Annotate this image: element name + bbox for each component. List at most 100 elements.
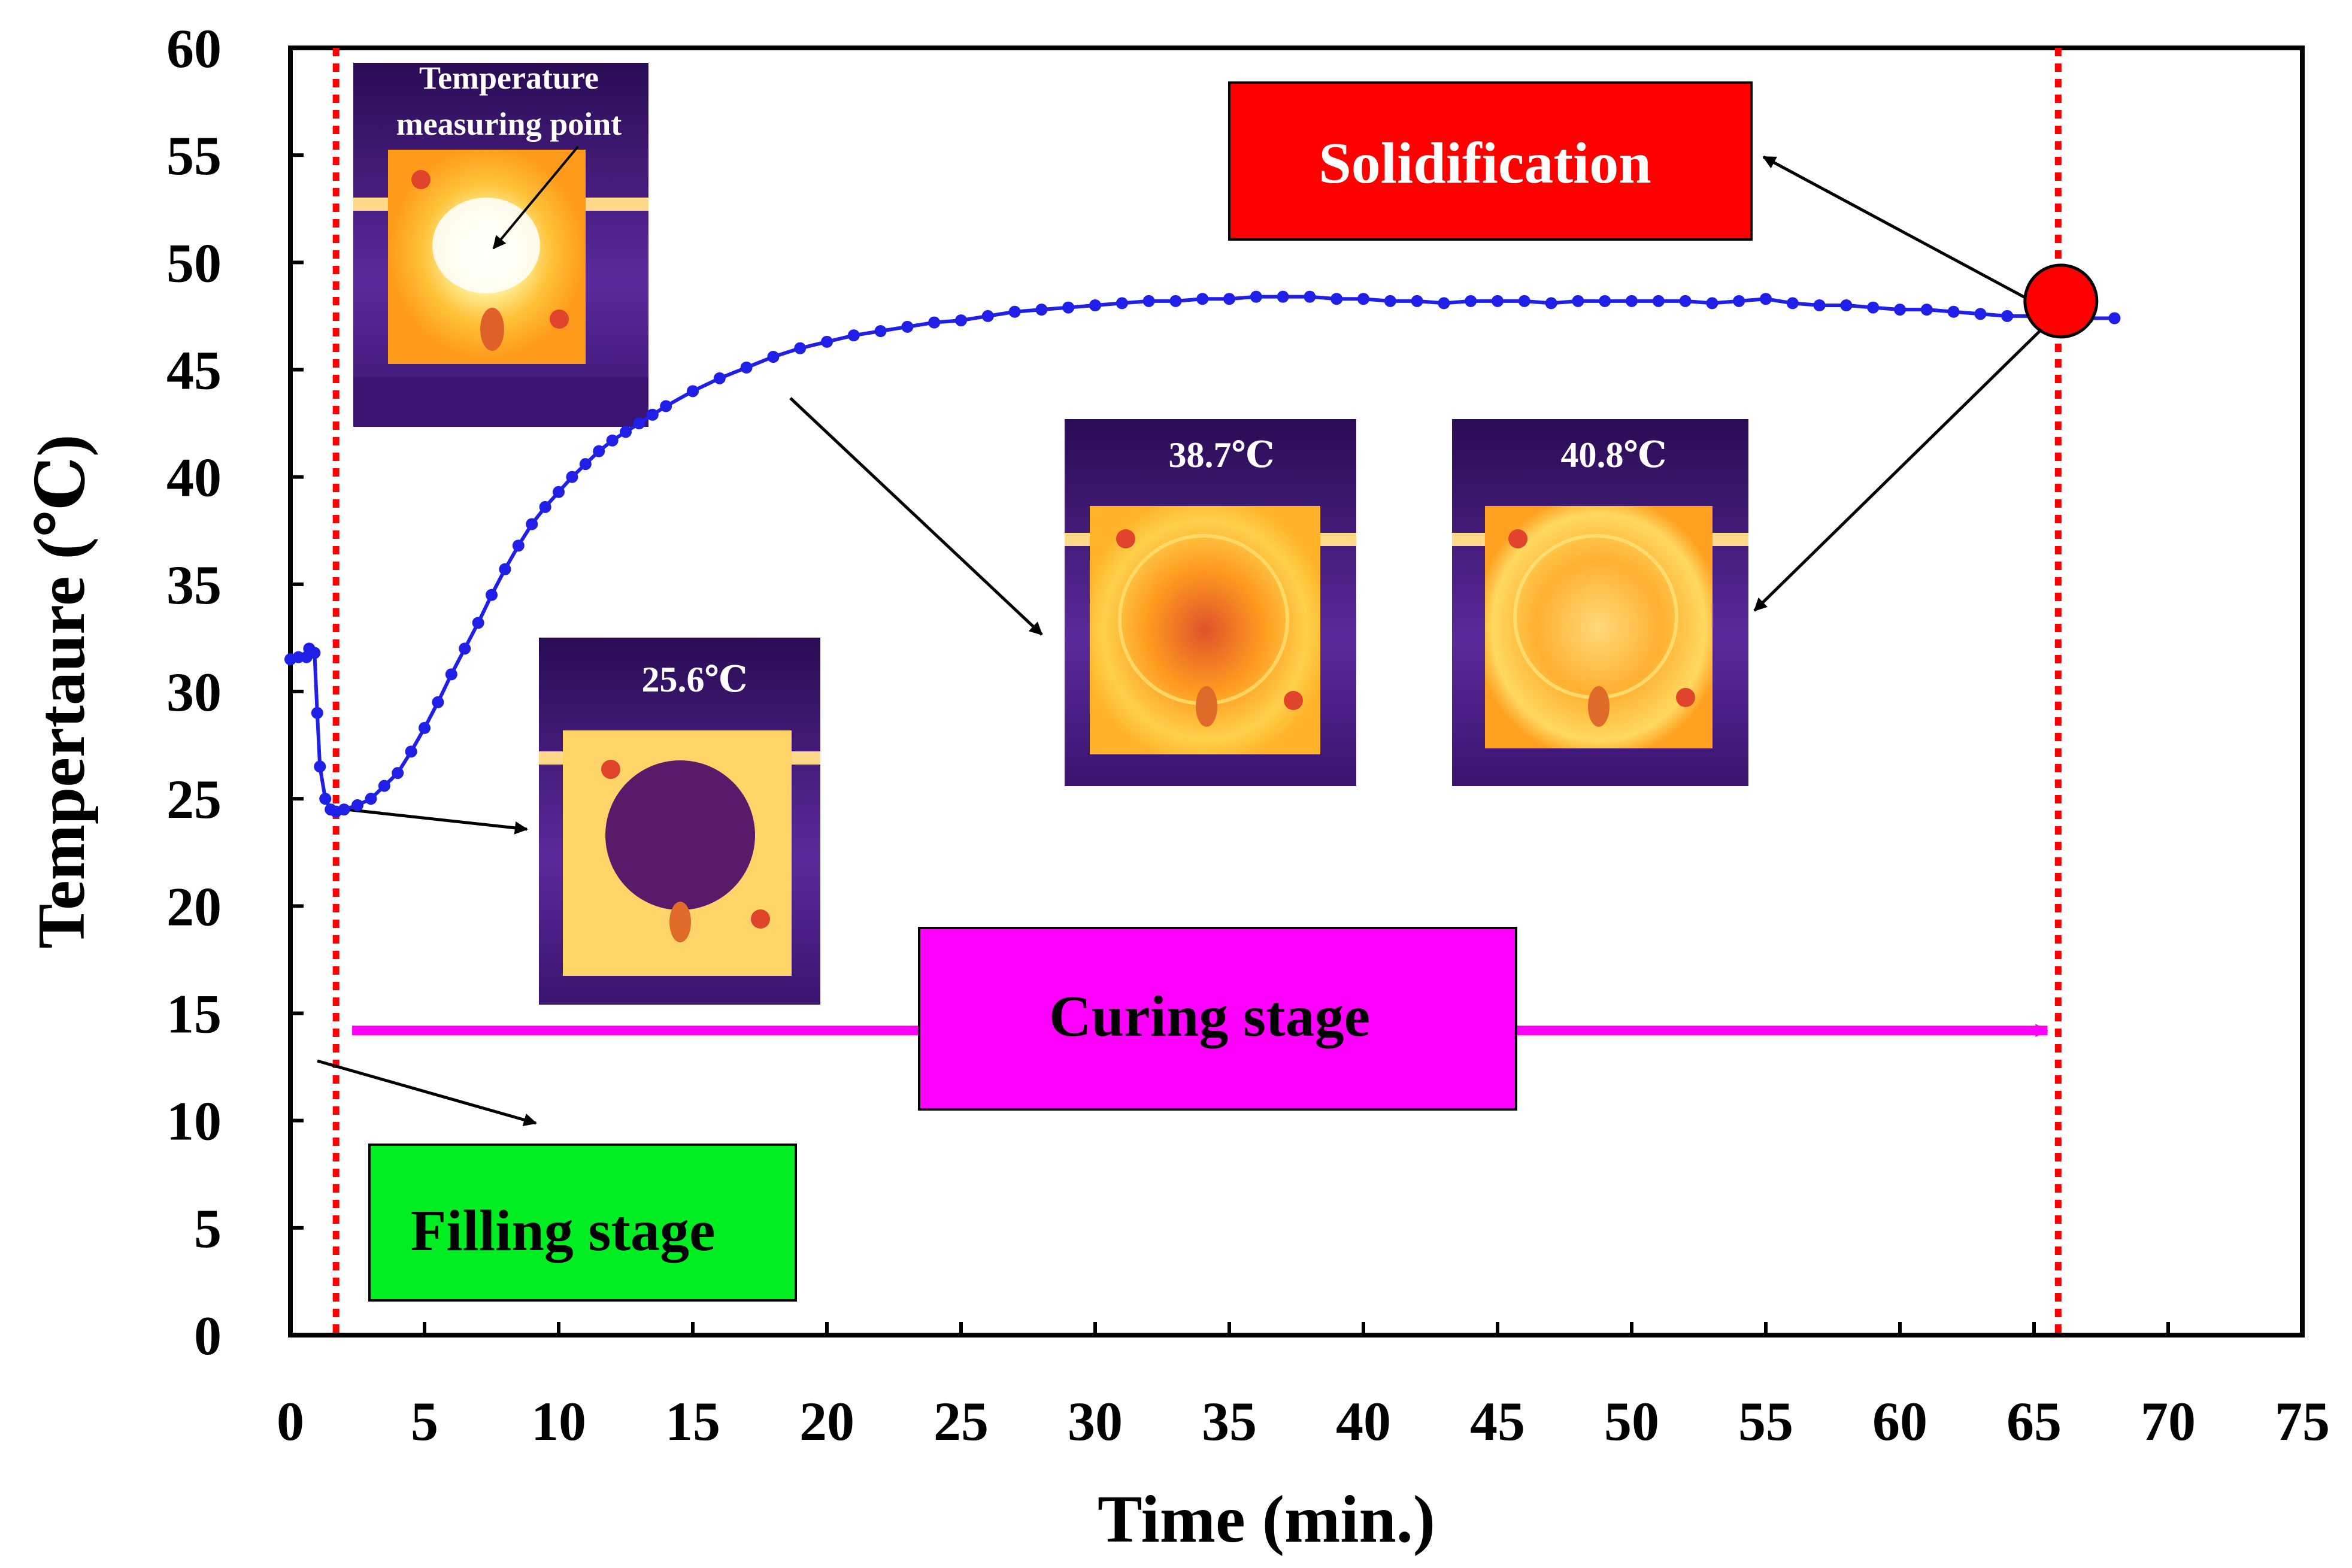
y-tick-label: 0 [194,1305,222,1366]
arrow-to-25-6-image [335,806,528,835]
data-point [308,647,321,659]
data-point [874,325,887,337]
x-axis-label: Time (min.) [1098,1482,1435,1557]
thermal-image-filling: 25.6℃ [539,638,820,1005]
data-point [405,745,417,758]
data-point [767,351,780,363]
x-tick-label: 30 [1068,1391,1123,1452]
data-point [1116,297,1128,310]
data-point [2001,310,2014,322]
x-tick-label: 35 [1202,1391,1257,1452]
stage-divider-lines [332,48,2062,1335]
data-point [1465,295,1477,307]
data-point [579,458,592,471]
data-point [847,329,860,342]
data-point [445,668,457,681]
y-tick-label: 5 [194,1198,222,1259]
x-tick-label: 70 [2141,1391,2196,1452]
x-tick-label: 40 [1336,1391,1391,1452]
x-tick-label: 50 [1604,1391,1659,1452]
data-point [1008,305,1021,318]
data-point [928,316,941,329]
data-point [1223,293,1235,305]
data-point [1947,305,1960,318]
data-point [1760,293,1772,305]
temperature-series [284,290,2121,818]
y-tick-label: 25 [166,769,222,830]
filling-stage-label: Filling stage [410,1199,715,1263]
data-point [1250,290,1262,303]
y-tick-label: 60 [166,18,222,79]
data-point [1196,293,1209,305]
x-tick-label: 10 [531,1391,586,1452]
data-point [1840,299,1853,311]
data-point [1089,299,1101,311]
x-axis-ticks: 0 5 10 15 20 25 30 35 40 45 50 55 60 65 70 75 [277,1322,2330,1452]
data-point [1142,295,1155,307]
data-point [1652,295,1665,307]
data-point [526,518,538,530]
y-tick-label: 55 [166,125,222,186]
data-point [1384,295,1396,307]
arrow-to-38-7-image [789,397,1043,636]
data-point [338,803,350,816]
data-point [1706,297,1718,310]
data-point [955,314,967,327]
data-point [351,799,363,811]
data-point [1169,295,1182,307]
data-point [1867,301,1880,314]
pointer-arrows [317,155,2055,1127]
data-point [1277,290,1289,303]
arrow-to-solidification [1762,155,2043,308]
solidification-box: Solidification [1228,81,1753,241]
thermal-image-measuring-point: Temperature measuring point [353,60,648,427]
x-tick-label: 60 [1872,1391,1927,1452]
y-tick-label: 40 [166,447,222,508]
data-point [566,471,578,483]
data-point [378,780,390,792]
y-tick-label: 15 [166,984,222,1045]
data-point [1062,301,1075,314]
data-point [365,793,377,805]
data-point [459,642,471,655]
data-point [981,310,994,322]
x-tick-label: 55 [1738,1391,1793,1452]
data-point [486,589,498,601]
y-tick-label: 50 [166,232,222,293]
data-point [901,320,914,333]
x-tick-label: 20 [799,1391,854,1452]
data-point [1733,295,1745,307]
data-point [633,417,645,430]
data-point [620,426,632,438]
data-point [593,445,605,457]
data-point [539,501,551,513]
data-point [472,617,484,629]
data-point [2108,312,2121,324]
data-point [1920,304,1933,316]
y-axis-label: Tempertaure (℃) [25,435,99,949]
thermal-label-40-8: 40.8℃ [1561,435,1667,475]
arrow-to-filling-stage [317,1059,537,1127]
data-point [1626,295,1638,307]
thermal-label-38-7: 38.7℃ [1169,435,1275,475]
solidification-point [2023,263,2099,339]
data-point [646,408,659,421]
filling-stage-box: Filling stage [368,1144,797,1302]
x-tick-label: 0 [277,1391,304,1452]
data-point [1813,299,1826,311]
data-point [821,335,833,348]
x-tick-label: 15 [665,1391,720,1452]
data-point [713,372,726,384]
arrow-to-40-8-image [1753,316,2055,612]
measuring-point-label-line2: measuring point [396,106,622,142]
data-point [1679,295,1692,307]
data-point [1330,293,1343,305]
data-point [1894,304,1906,316]
x-tick-label: 65 [2007,1391,2062,1452]
data-point [319,793,332,805]
data-point [512,539,525,552]
data-point [1572,295,1584,307]
y-axis-ticks: 0 5 10 15 20 25 30 35 40 45 50 55 60 [166,18,304,1366]
data-point [432,696,444,708]
y-tick-label: 20 [166,876,222,937]
